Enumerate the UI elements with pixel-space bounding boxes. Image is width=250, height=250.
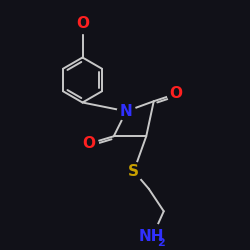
- Text: N: N: [120, 104, 132, 119]
- Text: 2: 2: [156, 238, 164, 248]
- Text: O: O: [82, 136, 95, 151]
- Text: O: O: [170, 86, 183, 101]
- Text: S: S: [128, 164, 139, 179]
- Text: NH: NH: [138, 229, 164, 244]
- Text: O: O: [76, 16, 89, 31]
